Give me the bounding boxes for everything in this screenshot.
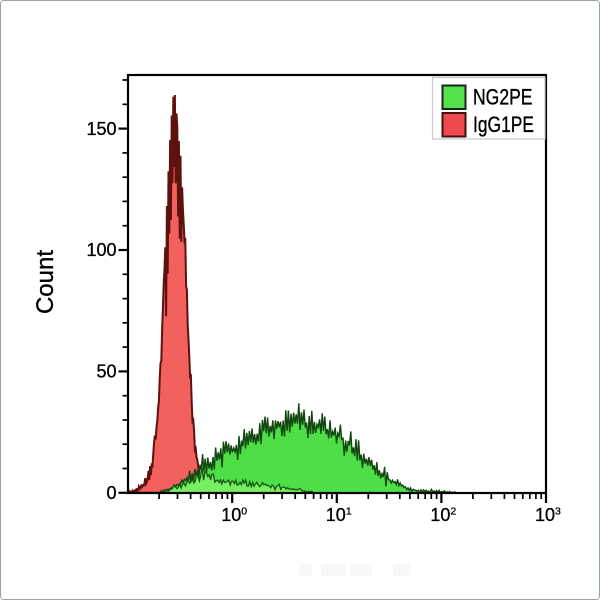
svg-text:100: 100	[86, 240, 116, 260]
svg-text:Count: Count	[32, 250, 59, 314]
svg-text:0: 0	[106, 483, 116, 503]
svg-text:150: 150	[86, 119, 116, 139]
svg-text:IgG1PE: IgG1PE	[473, 112, 534, 137]
svg-text:101: 101	[326, 505, 352, 525]
svg-text:100: 100	[221, 505, 247, 525]
svg-text:NG2PE: NG2PE	[473, 85, 533, 110]
svg-text:50: 50	[96, 362, 116, 382]
svg-text:103: 103	[535, 505, 561, 525]
svg-text:102: 102	[430, 505, 456, 525]
